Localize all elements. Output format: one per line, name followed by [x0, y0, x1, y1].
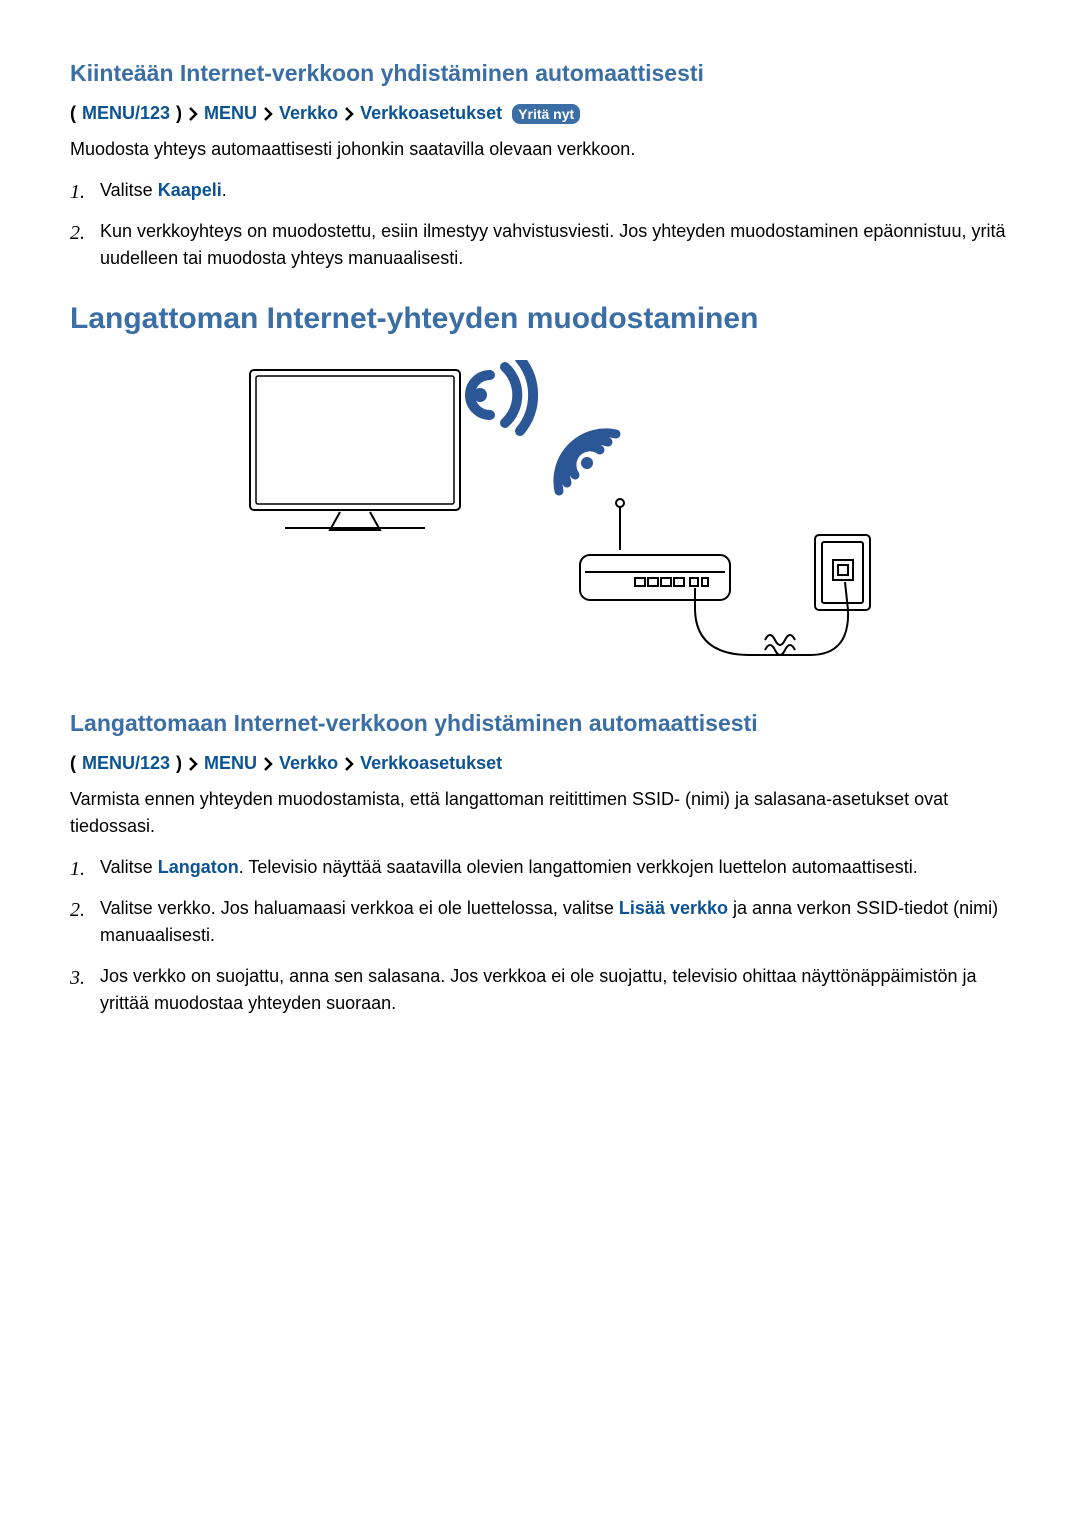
step-number: 3.: [70, 963, 85, 993]
step-bold: Kaapeli: [158, 180, 222, 200]
wall-socket-icon: [815, 535, 870, 610]
list-item: 2. Valitse verkko. Jos haluamaasi verkko…: [100, 895, 1010, 949]
cable-icon: [695, 582, 848, 655]
list-item: 2. Kun verkkoyhteys on muodostettu, esii…: [100, 218, 1010, 272]
list-item: 3. Jos verkko on suojattu, anna sen sala…: [100, 963, 1010, 1017]
step-bold: Langaton: [158, 857, 239, 877]
try-now-badge[interactable]: Yritä nyt: [512, 104, 580, 124]
section2-heading: Langattomaan Internet-verkkoon yhdistämi…: [70, 710, 1010, 737]
step-text-pre: Valitse: [100, 180, 158, 200]
wireless-diagram: [190, 360, 890, 670]
diagram-container: [70, 360, 1010, 670]
paren-close: ): [176, 753, 182, 774]
breadcrumb-1: ( MENU/123) MENU Verkko Verkkoasetukset Y…: [70, 103, 1010, 124]
wifi-router-signal-icon: [558, 433, 616, 491]
wifi-signal-icon: [470, 360, 533, 431]
bc-verkko: Verkko: [279, 103, 338, 124]
step-text: Jos verkko on suojattu, anna sen salasan…: [100, 966, 977, 1013]
list-item: 1. Valitse Kaapeli.: [100, 177, 1010, 204]
section2-intro: Varmista ennen yhteyden muodostamista, e…: [70, 786, 1010, 840]
step-number: 1.: [70, 854, 85, 884]
step-text-post: . Televisio näyttää saatavilla olevien l…: [239, 857, 918, 877]
step-text-post: .: [222, 180, 227, 200]
section1-steps: 1. Valitse Kaapeli. 2. Kun verkkoyhteys …: [70, 177, 1010, 272]
chevron-icon: [344, 107, 354, 121]
step-number: 2.: [70, 895, 85, 925]
bc-verkkoasetukset: Verkkoasetukset: [360, 753, 502, 774]
chevron-icon: [188, 107, 198, 121]
bc-menu123: MENU/123: [82, 103, 170, 124]
paren-open: (: [70, 753, 76, 774]
step-text: Kun verkkoyhteys on muodostettu, esiin i…: [100, 221, 1005, 268]
paren-close: ): [176, 103, 182, 124]
bc-verkko: Verkko: [279, 753, 338, 774]
section1-intro: Muodosta yhteys automaattisesti johonkin…: [70, 136, 1010, 163]
step-number: 1.: [70, 177, 85, 207]
bc-menu123: MENU/123: [82, 753, 170, 774]
bc-menu: MENU: [204, 103, 257, 124]
paren-open: (: [70, 103, 76, 124]
bc-verkkoasetukset: Verkkoasetukset: [360, 103, 502, 124]
step-text-pre: Valitse verkko. Jos haluamaasi verkkoa e…: [100, 898, 619, 918]
section2-steps: 1. Valitse Langaton. Televisio näyttää s…: [70, 854, 1010, 1017]
main-heading: Langattoman Internet-yhteyden muodostami…: [70, 302, 1010, 336]
step-text-pre: Valitse: [100, 857, 158, 877]
chevron-icon: [263, 107, 273, 121]
step-number: 2.: [70, 218, 85, 248]
chevron-icon: [188, 757, 198, 771]
tv-icon: [250, 370, 460, 530]
chevron-icon: [344, 757, 354, 771]
section1-heading: Kiinteään Internet-verkkoon yhdistäminen…: [70, 60, 1010, 87]
bc-menu: MENU: [204, 753, 257, 774]
step-bold: Lisää verkko: [619, 898, 728, 918]
list-item: 1. Valitse Langaton. Televisio näyttää s…: [100, 854, 1010, 881]
chevron-icon: [263, 757, 273, 771]
breadcrumb-2: ( MENU/123) MENU Verkko Verkkoasetukset: [70, 753, 1010, 774]
router-icon: [580, 499, 730, 600]
